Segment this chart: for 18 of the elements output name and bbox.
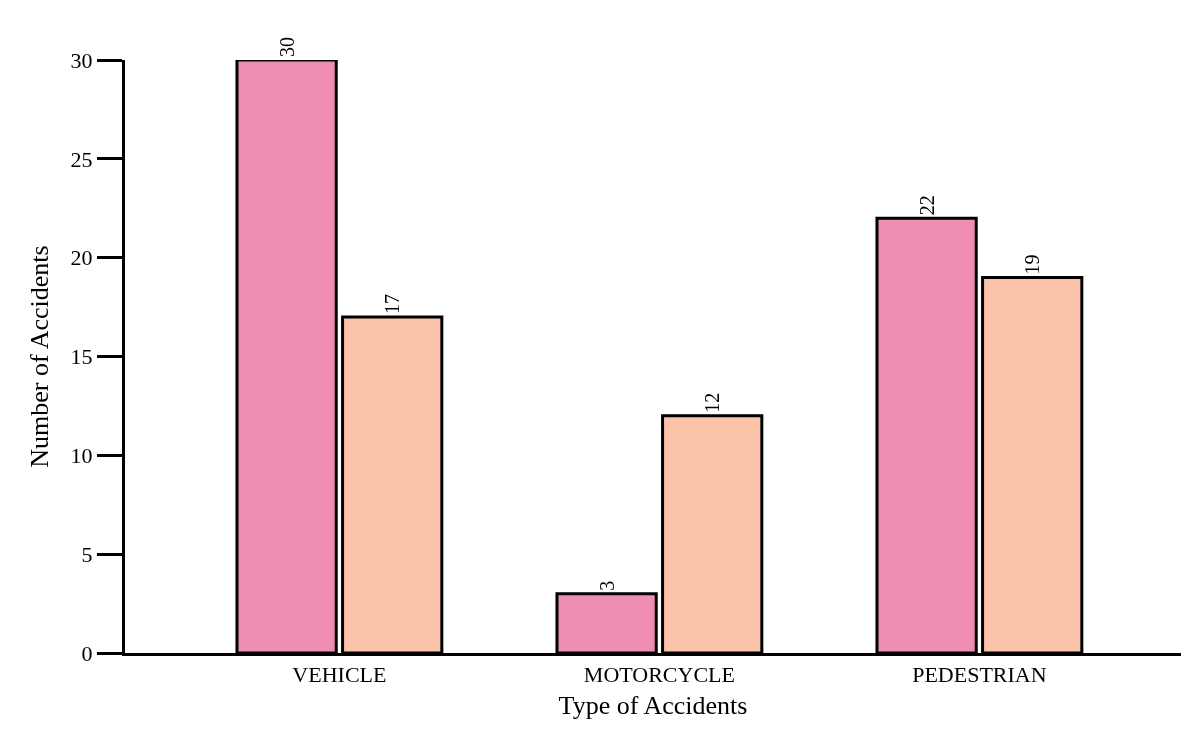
y-tick-label: 25 [70, 146, 93, 172]
x-tick-label: MOTORCYCLE [583, 662, 735, 688]
data-label: 22 [915, 195, 938, 216]
y-tick-label: 30 [70, 47, 93, 73]
x-tick-label: VEHICLE [292, 662, 387, 688]
data-label: 12 [701, 392, 724, 413]
y-tick-label: 5 [81, 541, 93, 567]
data-label: 3 [595, 580, 618, 591]
x-axis-title: Type of Accidents [558, 691, 748, 721]
y-tick-label: 20 [70, 245, 93, 271]
x-tick-label: PEDESTRIAN [912, 662, 1047, 688]
y-axis-title: Number of Accidents [25, 245, 54, 468]
y-tick-label: 0 [81, 640, 93, 666]
data-label: 19 [1021, 254, 1044, 275]
y-tick-label: 15 [70, 344, 93, 370]
data-label: 30 [275, 37, 298, 57]
y-tick-label: 10 [70, 443, 93, 469]
data-label: 17 [381, 293, 404, 314]
